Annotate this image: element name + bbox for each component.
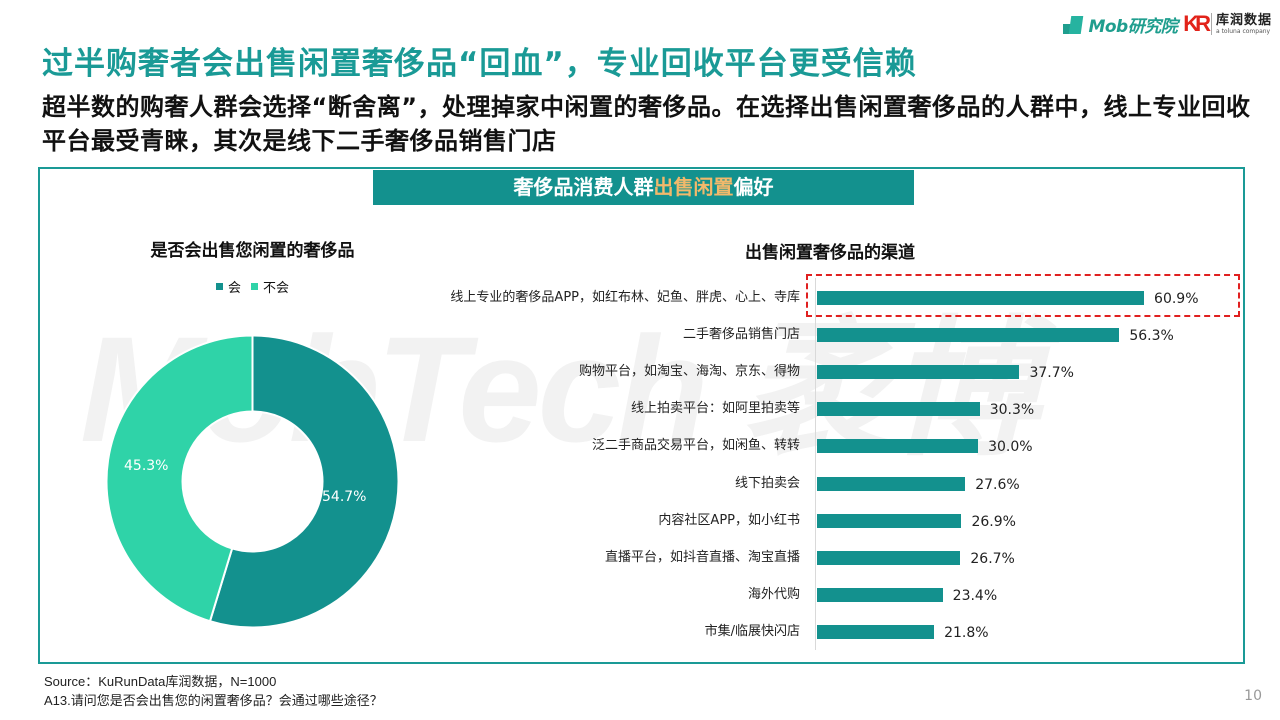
bar-value-label: 26.7% <box>970 550 1015 567</box>
bar-chart-title: 出售闲置奢侈品的渠道 <box>745 243 915 263</box>
bar-row: 二手奢侈品销售门店 56.3% <box>380 325 1174 345</box>
bar-row: 海外代购 23.4% <box>380 585 1140 605</box>
donut-slice-yes <box>208 334 400 629</box>
bar-fill <box>817 476 966 491</box>
bar-value-label: 37.7% <box>1029 365 1074 382</box>
bar-value-label: 26.9% <box>971 513 1016 530</box>
donut-label-no: 45.3% <box>124 458 169 474</box>
bar-fill <box>817 587 943 602</box>
bar-fill <box>817 624 935 639</box>
legend-item-yes: 会 <box>215 277 241 296</box>
donut-label-yes: 54.7% <box>322 489 367 505</box>
logo-divider <box>1210 13 1212 35</box>
legend-swatch-no <box>251 283 258 290</box>
bar-category-label: 内容社区APP，如小红书 <box>658 512 800 528</box>
legend-label-yes: 会 <box>227 281 241 296</box>
bar-row: 购物平台，如淘宝、海淘、京东、得物 37.7% <box>380 362 1140 382</box>
bar-value-label: 30.0% <box>988 439 1033 456</box>
bar-fill <box>817 328 1120 343</box>
bar-fill <box>817 365 1020 380</box>
bar-fill <box>817 291 1145 305</box>
bar-value-label: 30.3% <box>989 402 1035 419</box>
mob-logo: Mob研究院 <box>1063 12 1178 37</box>
bar-category-label: 线上专业的奢侈品APP，如红布林、妃鱼、胖虎、心上、寺库 <box>450 290 800 305</box>
highlight-box <box>806 274 1240 317</box>
bar-category-label: 直播平台，如抖音直播、淘宝直播 <box>604 549 800 565</box>
bar-row: 线下拍卖会 27.6% <box>380 474 1140 494</box>
bar-row: 市集/临展快闪店 21.8% <box>380 622 1140 642</box>
bar-category-label: 购物平台，如淘宝、海淘、京东、得物 <box>578 364 800 380</box>
chart-panel <box>38 167 1245 664</box>
bar-value-label: 21.8% <box>944 624 989 641</box>
bar-fill <box>817 439 979 454</box>
bar-category-label: 二手奢侈品销售门店 <box>682 327 800 343</box>
bar-value-label: 23.4% <box>952 587 998 604</box>
bar-fill <box>817 402 980 417</box>
bar-row: 线上专业的奢侈品APP，如红布林、妃鱼、胖虎、心上、寺库 60.9% <box>380 288 1198 308</box>
bar-value-label: 56.3% <box>1129 328 1174 345</box>
kurun-logo-tagline: a toluna company <box>1215 27 1271 35</box>
bar-category-label: 市集/临展快闪店 <box>704 623 800 639</box>
donut-chart <box>105 334 400 629</box>
donut-legend: 会 不会 <box>100 277 405 296</box>
page-title: 过半购奢者会出售闲置奢侈品“回血”，专业回收平台更受信赖 <box>42 46 917 82</box>
header-logos: Mob研究院 KR 库润数据 a toluna company <box>1063 8 1272 40</box>
legend-swatch-yes <box>215 283 223 290</box>
bar-row: 直播平台，如抖音直播、淘宝直播 26.7% <box>380 548 1140 568</box>
bar-category-label: 泛二手商品交易平台，如闲鱼、转转 <box>591 438 800 454</box>
bar-row: 内容社区APP，如小红书 26.9% <box>380 511 1140 531</box>
panel-header-highlight: 出售闲置 <box>653 175 734 199</box>
bar-row: 泛二手商品交易平台，如闲鱼、转转 30.0% <box>380 436 1140 456</box>
donut-slice-no <box>105 334 254 623</box>
source-text: Source：KuRunData库润数据，N=1000 <box>44 674 277 689</box>
mob-logo-text: Mob研究院 <box>1088 16 1178 37</box>
source-note: Source：KuRunData库润数据，N=1000 A13.请问您是否会出售… <box>44 672 383 710</box>
kurun-mark-icon: KR <box>1183 11 1211 36</box>
legend-label-no: 不会 <box>263 281 290 296</box>
panel-header: 奢侈品消费人群出售闲置偏好 <box>373 170 914 205</box>
bar-category-label: 线上拍卖平台：如阿里拍卖等 <box>630 401 800 417</box>
question-text: A13.请问您是否会出售您的闲置奢侈品？会通过哪些途径？ <box>44 693 383 708</box>
bar-value-label: 60.9% <box>1154 291 1199 307</box>
bar-row: 线上拍卖平台：如阿里拍卖等 30.3% <box>380 399 1140 419</box>
bar-value-label: 27.6% <box>975 476 1020 493</box>
panel-header-post: 偏好 <box>733 175 774 199</box>
page-subtitle: 超半数的购奢人群会选择“断舍离”，处理掉家中闲置的奢侈品。在选择出售闲置奢侈品的… <box>42 93 1251 155</box>
page-number: 10 <box>1244 688 1262 704</box>
panel-header-pre: 奢侈品消费人群 <box>513 175 654 199</box>
bar-fill <box>817 550 961 565</box>
bar-category-label: 海外代购 <box>747 586 800 602</box>
bar-chart-axis <box>815 278 816 650</box>
bar-category-label: 线下拍卖会 <box>734 475 800 491</box>
bar-fill <box>817 513 962 528</box>
kurun-logo-text: 库润数据 <box>1215 12 1272 28</box>
donut-chart-title: 是否会出售您闲置的奢侈品 <box>150 241 355 261</box>
legend-item-no: 不会 <box>251 277 289 296</box>
kurun-logo: KR 库润数据 a toluna company <box>1183 11 1272 37</box>
mob-building-icon <box>1063 14 1085 34</box>
